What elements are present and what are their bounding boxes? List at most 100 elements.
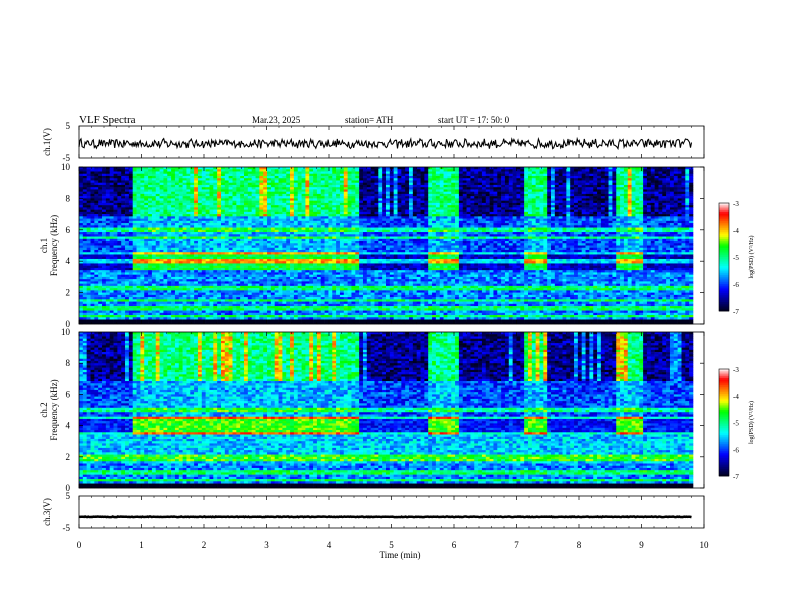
colorbar-step (719, 242, 729, 245)
colorbar-step (719, 237, 729, 240)
colorbar-tick-label: -7 (733, 473, 739, 481)
spectrogram-cells (79, 167, 694, 325)
colorbar-step (719, 393, 729, 397)
colorbar-step (719, 408, 729, 411)
colorbar-step (719, 278, 729, 281)
colorbar-step (719, 285, 729, 288)
colorbar-step (719, 291, 729, 294)
colorbar-step (719, 418, 729, 422)
colorbar-step (719, 465, 729, 468)
colorbar-step (719, 374, 729, 377)
colorbar-label: log(PSD) (V²/Hz) (748, 236, 755, 279)
colorbar-step (719, 246, 729, 249)
time-axis: Time (min) 0 1 2 3 4 5 6 7 8 9 10 (77, 540, 709, 560)
colorbar-step (719, 381, 729, 384)
colorbar-step (719, 467, 729, 470)
x-tick-label: 8 (577, 540, 582, 550)
colorbar-step (719, 383, 729, 386)
y-tick-label: 6 (66, 225, 71, 235)
colorbar-step (719, 296, 729, 299)
colorbar-step (719, 388, 729, 391)
y-axis-label: ch.3(V) (42, 498, 52, 526)
colorbar-step (719, 420, 729, 423)
colorbar-step (719, 470, 729, 473)
colorbar-tick-label: -6 (733, 446, 739, 454)
x-tick-label: 4 (327, 540, 332, 550)
colorbar-step (719, 302, 729, 305)
x-axis-label: Time (min) (380, 550, 421, 560)
colorbar-step (719, 284, 729, 287)
colorbar-step (719, 219, 729, 222)
colorbar-step (719, 415, 729, 418)
colorbar-step (719, 231, 729, 234)
ch2-spectrogram-panel: 0 2 4 6 8 10 ch.2Frequency (kHz) (39, 327, 705, 493)
date-label: Mar.23, 2025 (252, 115, 301, 125)
colorbar-step (719, 397, 729, 400)
colorbar-step (719, 443, 729, 447)
y-tick-label: 5 (66, 121, 71, 131)
colorbar-step (719, 406, 729, 409)
y-tick-label: 10 (61, 162, 71, 172)
colorbar-step (719, 422, 729, 425)
x-tick-label: 10 (700, 540, 710, 550)
colorbar-step (719, 434, 729, 438)
y-axis-label: ch.1(V) (42, 128, 52, 156)
y-tick-label: 5 (66, 491, 71, 501)
colorbar-step (719, 456, 729, 459)
colorbar-step (719, 442, 729, 445)
x-tick-label: 2 (202, 540, 207, 550)
colorbar-step (719, 217, 729, 220)
colorbar-step (719, 293, 729, 296)
colorbar-step (719, 253, 729, 256)
colorbar-step (719, 472, 729, 475)
colorbar-step (719, 386, 729, 390)
colorbar-tick-label: -5 (733, 420, 739, 428)
colorbar-step (719, 379, 729, 382)
colorbar-step (719, 454, 729, 457)
colorbar-step (719, 449, 729, 452)
colorbar-step (719, 282, 729, 285)
ch1-spectrogram-panel: 0 2 4 6 8 10 ch.1Frequency (kHz) (39, 162, 705, 329)
colorbar-step (719, 235, 729, 238)
colorbar-step (719, 257, 729, 260)
colorbar-step (719, 376, 729, 379)
y-tick-label: 2 (66, 452, 71, 462)
colorbar-step (719, 210, 729, 213)
colorbar-step (719, 463, 729, 466)
colorbar-step (719, 427, 729, 431)
colorbar-step (719, 248, 729, 251)
colorbar-step (719, 300, 729, 303)
panel-frame (78, 495, 705, 529)
colorbar-label: log(PSD) (V²/Hz) (748, 401, 755, 444)
colorbar-step (719, 433, 729, 436)
y-tick-label: -5 (63, 523, 71, 533)
chart-title: VLF Spectra (79, 114, 136, 126)
y-tick-label: 4 (66, 256, 71, 266)
colorbar-step (719, 276, 729, 279)
colorbar-step (719, 289, 729, 292)
colorbar-step (719, 429, 729, 432)
colorbar-step (719, 372, 729, 375)
colorbar-step (719, 309, 729, 312)
y-axis-label: ch.1Frequency (kHz) (39, 215, 59, 276)
x-tick-label: 5 (389, 540, 394, 550)
colorbar-step (719, 213, 729, 216)
colorbar-step (719, 287, 729, 290)
colorbar-step (719, 424, 729, 427)
colorbar-step (719, 390, 729, 393)
colorbar-step (719, 402, 729, 406)
waveform-trace (78, 136, 693, 151)
colorbar-step (719, 399, 729, 402)
colorbar-frame (718, 202, 730, 312)
x-tick-label: 7 (514, 540, 519, 550)
ch1-waveform-panel: 5 -5 ch.1(V) (42, 121, 705, 163)
colorbar-tick-label: -3 (733, 200, 739, 208)
colorbar-step (719, 459, 729, 463)
colorbar-step (719, 239, 729, 242)
colorbar-step (719, 413, 729, 416)
colorbar-step (719, 410, 729, 413)
colorbar-step (719, 212, 729, 215)
colorbar-step (719, 249, 729, 252)
colorbar-step (719, 267, 729, 270)
